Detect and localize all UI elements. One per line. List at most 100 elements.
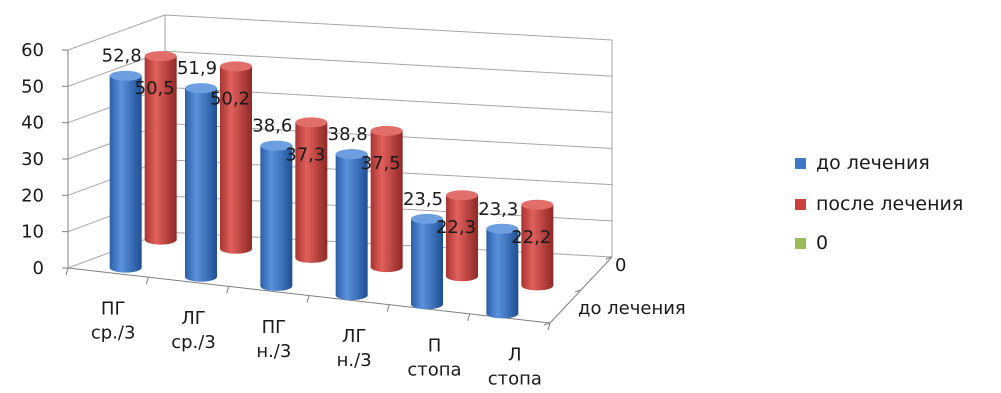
bar-before xyxy=(486,223,519,319)
data-label-after: 22,2 xyxy=(511,227,551,248)
x-tick-label-line: ПГ xyxy=(101,299,126,320)
legend-swatch xyxy=(795,237,806,249)
bar-before-top xyxy=(109,70,142,81)
bar-after-body xyxy=(446,195,478,277)
bar-before-top xyxy=(335,149,368,160)
legend-swatch xyxy=(795,157,806,169)
x-tick-mark xyxy=(467,313,471,321)
data-label-before: 23,3 xyxy=(478,199,518,220)
x-tick-label-line: ПГ xyxy=(262,317,287,338)
x-tick-mark xyxy=(226,286,230,294)
gridline-back-wall xyxy=(164,50,613,77)
y-tick-label: 60 xyxy=(21,40,44,61)
legend-label: до лечения xyxy=(816,152,930,174)
legend-label: после лечения xyxy=(816,193,964,215)
bar-after-base xyxy=(144,234,177,245)
legend-item: 0 xyxy=(795,232,828,254)
y-tick-label: 20 xyxy=(21,185,44,206)
legend-label: 0 xyxy=(816,232,829,254)
x-tick-label-line: ЛГ xyxy=(181,308,206,329)
x-tick-mark xyxy=(145,277,149,285)
bar-after-top xyxy=(370,125,403,136)
data-label-after: 50,5 xyxy=(135,78,175,99)
x-tick-label-line: стопа xyxy=(407,359,461,380)
bar-before-body xyxy=(486,228,519,314)
bar-before-top xyxy=(411,213,443,224)
bar-after-base xyxy=(295,252,328,263)
data-label-before: 38,8 xyxy=(328,124,368,145)
bar-before-body xyxy=(411,218,443,305)
bar-before-body xyxy=(109,75,142,268)
bar-before xyxy=(335,149,368,301)
x-tick-label: ПГ ср./3 xyxy=(91,299,136,344)
x-tick-label-line: ср./3 xyxy=(91,323,136,344)
depth-tick-mark xyxy=(574,289,582,293)
bar-after-body xyxy=(220,66,252,249)
bar-after xyxy=(446,190,478,282)
bar-after xyxy=(144,51,177,245)
data-label-after: 50,2 xyxy=(210,88,250,109)
bar-before-body xyxy=(260,145,293,286)
depth-label: до лечения xyxy=(578,298,686,319)
data-label-before: 51,9 xyxy=(177,58,217,79)
x-tick-mark xyxy=(65,267,69,276)
y-tick-label: 50 xyxy=(21,76,44,97)
y-tick-label: 30 xyxy=(21,149,44,170)
bar-after-body xyxy=(370,130,403,268)
bar-after-top xyxy=(295,117,328,128)
x-tick-mark xyxy=(306,295,310,303)
bar-before-top xyxy=(486,223,519,234)
legend-item: до лечения xyxy=(795,152,930,174)
bar-before-top xyxy=(260,140,293,151)
bar-before-base xyxy=(185,271,217,282)
bar-after-base xyxy=(220,243,252,254)
bar-after-top xyxy=(220,61,252,72)
data-label-before: 38,6 xyxy=(252,116,292,137)
bar-before-base xyxy=(109,262,142,273)
x-tick-label-line: ЛГ xyxy=(342,326,367,347)
depth-tick-mark xyxy=(605,256,613,260)
bar-after xyxy=(220,61,252,254)
bar-after-body xyxy=(144,56,177,240)
bar-after xyxy=(295,117,328,263)
legend-item: после лечения xyxy=(795,193,963,215)
bar-after-top xyxy=(144,51,177,62)
x-tick-mark xyxy=(547,322,551,331)
bar-after xyxy=(521,199,554,291)
bar-before xyxy=(185,83,217,282)
bar-before xyxy=(411,213,443,310)
bar-before-base xyxy=(411,299,443,310)
bar-before xyxy=(260,140,293,291)
y-tick-label: 0 xyxy=(33,258,44,279)
x-tick-label-line: н./3 xyxy=(337,350,372,371)
bar-before xyxy=(109,70,142,273)
bar-before-base xyxy=(335,290,368,301)
gridline-back-wall xyxy=(164,14,613,41)
bar-before-top xyxy=(185,83,217,94)
data-label-before: 23,5 xyxy=(403,189,443,210)
x-tick-label-line: П xyxy=(428,335,442,356)
bar-after-base xyxy=(446,271,478,282)
bar-before-base xyxy=(260,280,293,291)
bar-after-body xyxy=(295,122,328,258)
x-tick-label-line: ср./3 xyxy=(171,332,216,353)
bar-before-base xyxy=(486,308,519,319)
y-tick-label: 10 xyxy=(21,222,44,243)
data-label-after: 22,3 xyxy=(436,217,476,238)
bars-layer xyxy=(109,51,554,319)
gridline-left-wall xyxy=(67,14,166,51)
bar-after-base xyxy=(521,280,554,291)
bar-after-base xyxy=(370,262,403,273)
bar-after-body xyxy=(521,204,554,286)
x-tick-label: ЛГ ср./3 xyxy=(171,308,216,353)
data-label-after: 37,5 xyxy=(361,153,401,174)
x-tick-label: ЛГ н./3 xyxy=(337,326,372,371)
bar-before-body xyxy=(185,88,217,277)
data-label-before: 52,8 xyxy=(102,46,142,67)
bar-before-body xyxy=(335,154,368,296)
legend-swatch xyxy=(795,198,806,210)
